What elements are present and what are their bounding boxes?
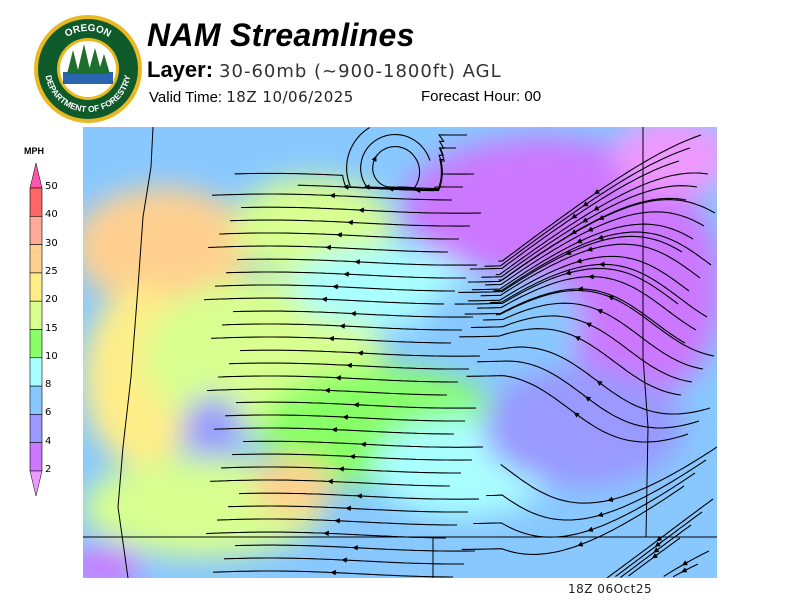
streamline-arrow — [681, 567, 688, 573]
streamline-arrow — [653, 547, 660, 553]
streamline-arrow — [586, 246, 594, 252]
valid-time-label: Valid Time: — [149, 89, 223, 106]
streamline-arrow — [577, 541, 584, 547]
wind-speed-region — [83, 187, 253, 307]
streamline-arrow — [574, 336, 581, 342]
streamline-arrow — [597, 234, 605, 240]
legend-bottom-arrow — [29, 470, 43, 497]
streamline-arrow — [565, 269, 572, 276]
streamline-arrow — [607, 496, 615, 503]
page-title: NAM Streamlines — [147, 17, 415, 53]
streamline-arrow — [582, 217, 589, 223]
streamline-arrow — [593, 205, 600, 211]
legend-tick-label: 20 — [45, 294, 58, 306]
streamline-arrow — [582, 201, 589, 207]
wind-speed-region — [483, 367, 683, 487]
streamline-arrow — [573, 412, 580, 418]
layer-info: Layer: 30-60mb (~900-1800ft) AGL — [147, 57, 502, 83]
legend-tick-label: 30 — [45, 237, 58, 249]
svg-text:OREGON: OREGON — [63, 23, 113, 40]
layer-value: 30-60mb (~900-1800ft) AGL — [219, 61, 502, 82]
map-timestamp: 18Z 06Oct25 — [568, 582, 653, 596]
streamline-arrow — [593, 188, 601, 195]
streamline-arrow — [587, 526, 594, 532]
legend-top-arrow — [29, 162, 43, 189]
legend-swatch — [29, 216, 43, 245]
streamline-arrow — [576, 258, 583, 264]
state-border — [83, 127, 717, 578]
streamline-arrow — [371, 155, 377, 163]
streamline-arrow — [597, 511, 604, 518]
streamline-arrow — [596, 309, 604, 315]
legend-tick-label: 6 — [45, 407, 52, 419]
legend-swatch — [29, 357, 43, 387]
wind-speed-region — [83, 547, 143, 578]
forecast-hour-value: 00 — [524, 88, 542, 105]
legend-tick-label: 10 — [45, 350, 58, 362]
legend-swatch — [29, 187, 43, 217]
wind-speed-region — [253, 457, 333, 517]
streamline-arrow — [576, 238, 583, 244]
coastline — [117, 127, 154, 578]
streamline-arrow — [656, 535, 663, 542]
legend-tick-label: 8 — [45, 379, 52, 391]
valid-time: Valid Time: 18Z 10/06/2025 — [149, 88, 354, 106]
legend-swatch — [29, 272, 43, 302]
streamline-arrow — [585, 322, 593, 328]
layer-label: Layer: — [147, 57, 214, 82]
legend-tick-label: 40 — [45, 209, 58, 221]
legend-swatch — [29, 329, 43, 359]
oregon-department-of-forestry-logo: OREGON DEPARTMENT OF FORESTRY — [34, 15, 142, 123]
legend-tick-label: 15 — [45, 322, 58, 334]
legend-swatch — [29, 414, 43, 443]
legend-swatch — [29, 442, 43, 472]
wind-speed-region — [613, 127, 717, 197]
legend-swatch — [29, 385, 43, 415]
streamline-map — [83, 127, 717, 578]
streamline-arrow — [598, 214, 605, 220]
streamline-arrow — [607, 295, 615, 301]
streamline-arrow — [565, 249, 572, 255]
streamline-arrow — [681, 560, 688, 566]
legend-unit: MPH — [24, 146, 44, 156]
wind-speed-region — [563, 177, 717, 397]
forecast-hour-label: Forecast Hour: — [421, 88, 521, 105]
streamline-arrow — [654, 541, 661, 548]
legend-tick-label: 2 — [45, 464, 52, 475]
wind-speed-region — [183, 397, 243, 457]
legend-tick-label: 4 — [45, 435, 52, 447]
valid-time-value: 18Z 10/06/2025 — [226, 88, 354, 106]
forecast-hour: Forecast Hour: 00 — [421, 88, 541, 105]
legend-tick-label: 50 — [45, 181, 58, 192]
streamline-arrow — [571, 213, 578, 219]
streamline-arrow — [585, 396, 592, 402]
legend-swatch — [29, 244, 43, 274]
streamline-arrow — [587, 226, 594, 232]
streamline-arrow — [596, 380, 603, 386]
streamline-arrow — [651, 553, 659, 559]
legend-tick-label: 25 — [45, 265, 58, 277]
legend-swatch — [29, 300, 43, 330]
